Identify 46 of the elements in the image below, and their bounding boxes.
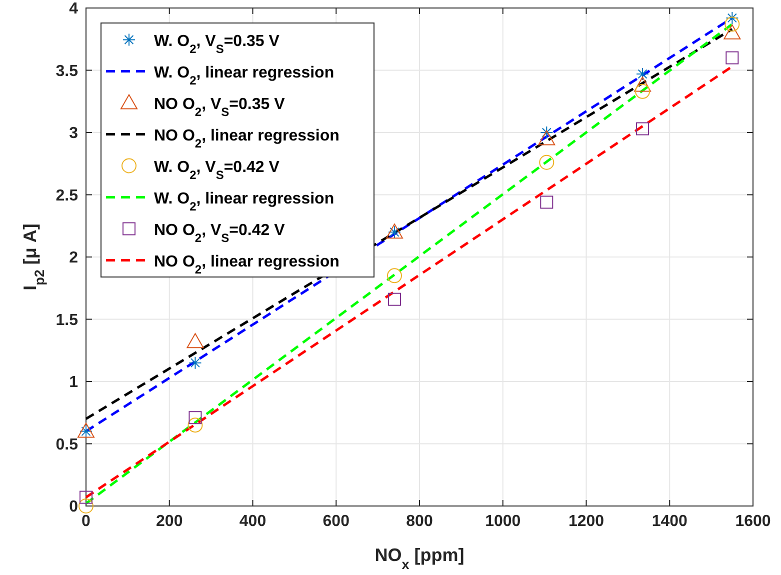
y-tick-label: 3 <box>69 125 78 142</box>
point <box>726 11 739 24</box>
point <box>726 51 739 64</box>
point <box>388 292 401 306</box>
x-tick-label: 200 <box>156 513 183 530</box>
point <box>186 333 204 348</box>
legend-label: W. O$_{2}$, linear regression <box>154 190 334 214</box>
point <box>80 490 92 504</box>
y-tick-label: 0.5 <box>56 436 78 454</box>
legend-label: NO O$_{2}$, V$_{S}$=0.42 V <box>154 222 286 245</box>
point <box>188 356 202 370</box>
legend-label: W. O$_{2}$, linear regression <box>154 64 334 88</box>
x-tick-label: 1200 <box>568 513 604 530</box>
point <box>539 154 554 170</box>
x-tick-label: 0 <box>82 513 91 530</box>
x-tick-label: 1600 <box>735 513 771 530</box>
legend-label: W. O$_{2}$, V$_{S}$=0.42 V <box>154 158 280 182</box>
point <box>188 411 202 424</box>
point <box>188 418 203 433</box>
legend-label: W. O$_{2}$, V$_{S}$=0.35 V <box>154 32 280 56</box>
y-tick-label: 2 <box>69 250 78 267</box>
point <box>636 67 650 80</box>
point <box>724 16 740 32</box>
legend-label: NO O$_{2}$, V$_{S}$=0.35 V <box>154 96 286 119</box>
point <box>78 498 94 514</box>
y-tick-label: 1.5 <box>56 312 78 329</box>
point <box>635 84 650 99</box>
y-tick-label: 1 <box>69 374 78 392</box>
y-tick-label: 4 <box>69 0 78 18</box>
point <box>724 24 741 40</box>
legend-label: NO O$_{2}$, linear regression <box>154 253 340 276</box>
x-tick-label: 1400 <box>652 513 688 530</box>
y-tick-label: 0 <box>69 498 78 516</box>
point <box>636 122 650 136</box>
point <box>386 268 402 284</box>
y-tick-label: 2.5 <box>56 187 78 204</box>
x-axis-title: NO$_{x}$ [ppm] <box>374 545 464 572</box>
x-tick-label: 1000 <box>485 513 521 530</box>
point <box>538 130 556 146</box>
point <box>540 196 554 209</box>
x-tick-label: 400 <box>239 513 266 530</box>
point <box>634 76 652 92</box>
y-tick-label: 3.5 <box>56 62 78 80</box>
x-tick-label: 800 <box>406 513 433 530</box>
x-tick-label: 600 <box>322 513 350 530</box>
legend-label: NO O$_{2}$, linear regression <box>154 127 340 150</box>
